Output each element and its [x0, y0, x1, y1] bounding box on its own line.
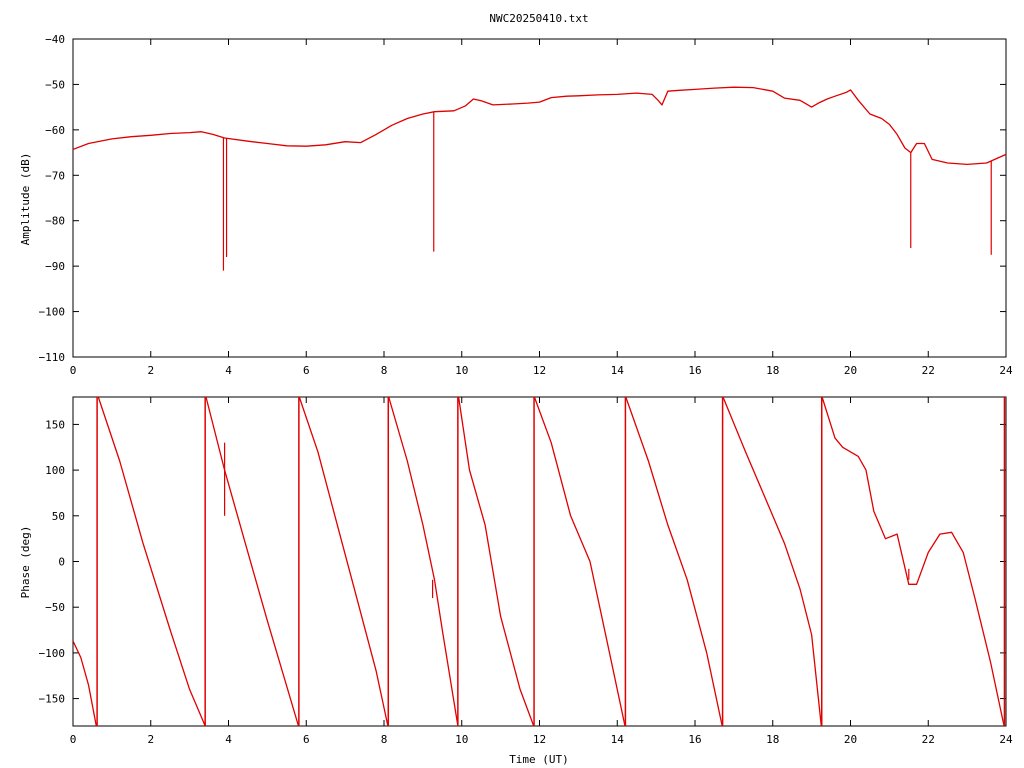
y-tick-label: −90	[45, 260, 65, 273]
x-tick-label: 24	[999, 364, 1013, 377]
x-tick-label: 10	[455, 733, 468, 746]
x-tick-label: 12	[533, 733, 546, 746]
x-tick-label: 20	[844, 364, 857, 377]
x-tick-label: 18	[766, 364, 779, 377]
data-layer	[73, 86, 1006, 271]
y-tick-label: 150	[45, 418, 65, 431]
series-line	[205, 397, 300, 726]
y-tick-label: −60	[45, 124, 65, 137]
series-line	[533, 397, 626, 726]
y-tick-label: −70	[45, 169, 65, 182]
x-tick-label: 4	[225, 364, 232, 377]
y-tick-label: 50	[52, 510, 65, 523]
x-tick-label: 14	[611, 364, 625, 377]
x-tick-label: 12	[533, 364, 546, 377]
x-tick-label: 18	[766, 733, 779, 746]
x-tick-label: 6	[303, 364, 310, 377]
y-tick-label: 0	[58, 556, 65, 569]
x-tick-label: 10	[455, 364, 468, 377]
y-tick-label: −40	[45, 33, 65, 46]
series-line	[73, 640, 97, 726]
series-line	[457, 397, 535, 726]
y-tick-label: 100	[45, 464, 65, 477]
series-line	[73, 86, 1006, 166]
y-tick-label: −100	[39, 647, 66, 660]
y-tick-label: −50	[45, 601, 65, 614]
x-tick-label: 4	[225, 733, 232, 746]
x-tick-label: 22	[922, 364, 935, 377]
series-line	[625, 397, 723, 726]
x-tick-label: 22	[922, 733, 935, 746]
y-tick-label: −150	[39, 693, 66, 706]
data-layer	[73, 397, 1006, 726]
amplitude-plot: 0 2 4 6 8 10 12 14 16 18 20 22 24−40−50−60−70−80−90−…	[39, 33, 1013, 377]
x-tick-label: 2	[147, 364, 154, 377]
x-tick-label: 20	[844, 733, 857, 746]
x-tick-label: 16	[688, 364, 701, 377]
phase-axis-label: Phase (deg)	[19, 526, 32, 599]
y-tick-label: −100	[39, 306, 66, 319]
time-axis-label: Time (UT)	[509, 753, 569, 766]
x-tick-label: 6	[303, 733, 310, 746]
series-line	[97, 397, 206, 726]
y-tick-label: −80	[45, 215, 65, 228]
y-tick-label: −110	[39, 351, 66, 364]
chart-title: NWC20250410.txt	[489, 12, 588, 25]
x-tick-label: 16	[688, 733, 701, 746]
series-line	[821, 397, 1005, 726]
x-tick-label: 8	[381, 364, 388, 377]
series-line	[298, 397, 389, 726]
x-tick-label: 24	[999, 733, 1013, 746]
series-line	[388, 397, 459, 726]
amplitude-axis-label: Amplitude (dB)	[19, 153, 32, 246]
x-tick-label: 2	[147, 733, 154, 746]
x-tick-label: 14	[611, 733, 625, 746]
x-tick-label: 0	[70, 733, 77, 746]
y-tick-label: −50	[45, 78, 65, 91]
phase-plot: 0 2 4 6 8 10 12 14 16 18 20 22 24150100500−50−100−15…	[39, 396, 1013, 746]
series-line	[722, 397, 822, 726]
x-tick-label: 8	[381, 733, 388, 746]
x-tick-label: 0	[70, 364, 77, 377]
